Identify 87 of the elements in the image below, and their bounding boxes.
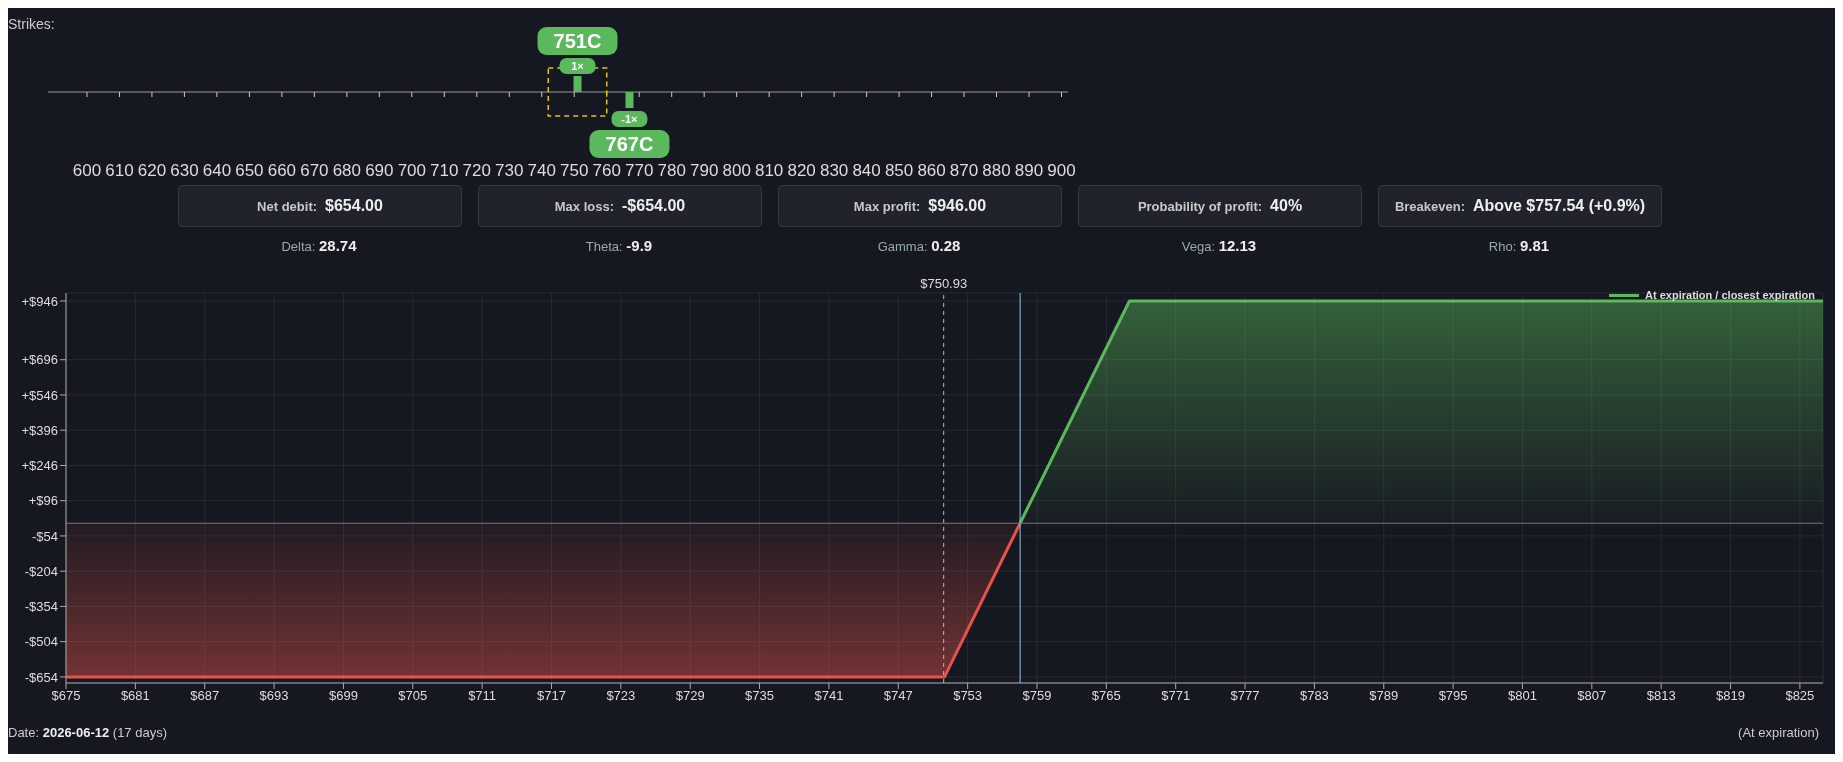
- y-tick-label: +$946: [21, 293, 58, 309]
- x-tick-label: $741: [814, 688, 844, 704]
- x-tick-label: 770: [625, 161, 654, 180]
- x-tick-label: 860: [917, 161, 946, 180]
- x-tick-label: $777: [1230, 688, 1260, 704]
- x-tick-label: 750: [560, 161, 589, 180]
- x-tick-label: 890: [1014, 161, 1044, 180]
- y-tick-label: +$396: [21, 422, 58, 438]
- x-tick-label: $771: [1161, 688, 1191, 704]
- text: Theta: -9.9: [585, 237, 653, 254]
- x-tick-label: 610: [105, 161, 134, 180]
- x-tick-label: $723: [606, 688, 636, 704]
- x-tick-label: 650: [235, 161, 264, 180]
- x-tick-label: 900: [1047, 161, 1076, 180]
- y-tick-label: +$696: [21, 352, 58, 368]
- y-tick-label: -$54: [31, 528, 58, 544]
- x-tick-label: $813: [1646, 688, 1676, 704]
- x-tick-label: $705: [398, 688, 428, 704]
- x-tick-label: 720: [462, 161, 491, 180]
- text: Net debit: $654.00: [257, 197, 383, 215]
- x-tick-label: 820: [787, 161, 816, 180]
- data-label: -1×: [621, 113, 638, 125]
- x-tick-label: 700: [397, 161, 427, 180]
- y-tick-label: -$654: [24, 669, 58, 685]
- x-tick-label: 740: [527, 161, 556, 180]
- x-tick-label: $675: [51, 688, 81, 704]
- data-label: 1×: [571, 60, 584, 72]
- x-tick-label: $753: [953, 688, 983, 704]
- x-tick-label: $747: [883, 688, 913, 704]
- text: Vega: 12.13: [1181, 237, 1257, 254]
- y-tick-label: +$246: [21, 458, 58, 474]
- y-tick-label: -$354: [24, 599, 58, 615]
- x-tick-label: 670: [300, 161, 329, 180]
- x-tick-label: 640: [202, 161, 232, 180]
- x-tick-label: $759: [1022, 688, 1052, 704]
- x-tick-label: $729: [675, 688, 705, 704]
- text: Gamma: 0.28: [877, 237, 961, 254]
- x-tick-label: 730: [495, 161, 524, 180]
- y-tick-label: -$204: [24, 563, 58, 579]
- x-tick-label: $795: [1438, 688, 1468, 704]
- text: (At expiration): [1738, 725, 1819, 740]
- x-tick-label: $765: [1091, 688, 1121, 704]
- text: Max loss: -$654.00: [554, 197, 686, 215]
- x-tick-label: 830: [819, 161, 849, 180]
- x-tick-label: $819: [1716, 688, 1745, 704]
- x-tick-label: $807: [1577, 688, 1607, 704]
- text: Breakeven: Above $757.54 (+0.9%): [1394, 197, 1646, 215]
- y-tick-label: +$96: [28, 493, 58, 509]
- x-tick-label: 800: [722, 161, 751, 180]
- x-tick-label: $825: [1785, 688, 1815, 704]
- x-tick-label: 630: [170, 161, 199, 180]
- x-tick-label: 710: [430, 161, 459, 180]
- y-tick-label: -$504: [24, 634, 58, 650]
- text: 767C: [605, 133, 654, 155]
- x-tick-label: $681: [120, 688, 150, 704]
- x-tick-label: 600: [72, 161, 102, 180]
- x-tick-label: 840: [852, 161, 881, 180]
- y-tick-label: +$546: [21, 387, 58, 403]
- x-tick-label: 880: [982, 161, 1011, 180]
- x-tick-label: $717: [537, 688, 566, 704]
- x-tick-label: 870: [949, 161, 979, 180]
- x-tick-label: $801: [1508, 688, 1537, 704]
- legend-label: At expiration / closest expiration: [1645, 289, 1815, 301]
- x-tick-label: $699: [328, 688, 358, 704]
- x-tick-label: $711: [468, 688, 497, 704]
- text: Date: 2026-06-12 (17 days): [8, 725, 168, 740]
- ref-line-label: $750.93: [920, 276, 968, 291]
- x-tick-label: 850: [884, 161, 914, 180]
- text: Rho: 9.81: [1488, 237, 1550, 254]
- x-tick-label: 790: [689, 161, 719, 180]
- chart-title: Strikes:: [8, 16, 55, 32]
- x-tick-label: 660: [267, 161, 297, 180]
- x-tick-label: $783: [1299, 688, 1329, 704]
- x-tick-label: 810: [754, 161, 784, 180]
- x-tick-label: $789: [1369, 688, 1399, 704]
- x-tick-label: $735: [745, 688, 775, 704]
- x-tick-label: 780: [657, 161, 686, 180]
- x-tick-label: 680: [332, 161, 362, 180]
- x-tick-label: $693: [259, 688, 289, 704]
- text: Probability of profit: 40%: [1137, 197, 1303, 215]
- text: 751C: [553, 30, 602, 52]
- x-tick-label: $687: [190, 688, 220, 704]
- text: Max profit: $946.00: [853, 197, 987, 215]
- x-tick-label: 620: [137, 161, 167, 180]
- x-tick-label: 760: [592, 161, 621, 180]
- x-tick-label: 690: [365, 161, 394, 180]
- text: Delta: 28.74: [281, 237, 357, 254]
